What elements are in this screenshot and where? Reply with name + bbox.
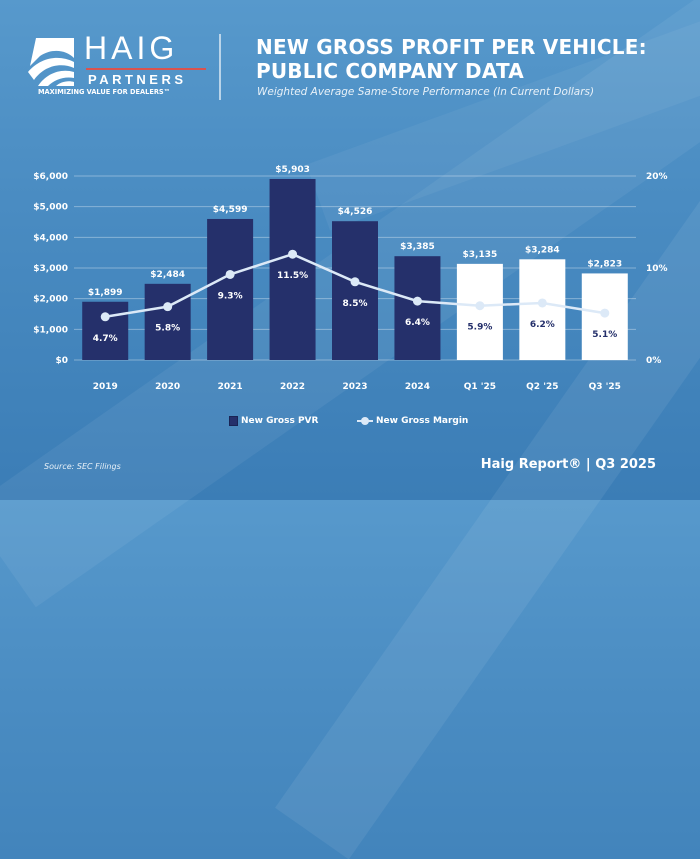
logo-name: HAIG: [84, 30, 179, 66]
left-tick-label: $1,000: [33, 325, 68, 335]
bar-value-label: $4,599: [213, 205, 248, 215]
left-tick-label: $5,000: [33, 203, 68, 213]
x-tick-label: 2021: [218, 382, 243, 392]
bar-value-label: $2,823: [587, 259, 622, 269]
margin-point: [163, 302, 173, 312]
header-divider: [219, 34, 221, 100]
bar-2022: [269, 178, 316, 360]
margin-value-label: 4.7%: [93, 334, 118, 344]
logo-sub: PARTNERS: [88, 72, 187, 87]
x-tick-label: Q3 '25: [589, 382, 621, 392]
logo-road-icon: [28, 38, 74, 86]
haig-partners-logo: HAIG PARTNERS MAXIMIZING VALUE FOR DEALE…: [22, 30, 206, 100]
x-axis: 2019 2020 2021 2022 2023 2024 Q1 '25 Q2 '25 Q3 '…: [93, 382, 621, 392]
page-subtitle: Weighted Average Same-Store Performance …: [257, 86, 595, 98]
x-tick-label: 2019: [93, 382, 118, 392]
left-tick-label: $6,000: [33, 172, 68, 182]
margin-point: [600, 308, 610, 318]
left-tick-label: $4,000: [33, 233, 68, 243]
bar-2023: [332, 221, 378, 360]
left-tick-label: $2,000: [33, 295, 68, 305]
margin-line: [100, 249, 610, 322]
bar-2020: [144, 283, 191, 360]
bar-value-label: $1,899: [88, 288, 123, 298]
legend-bar-swatch: [229, 416, 238, 426]
margin-labels: 4.7% 5.8% 9.3% 11.5% 8.5% 6.4% 5.9% 6.2% 5.1%: [93, 271, 618, 344]
margin-point: [288, 249, 298, 259]
left-axis: $0 $1,000 $2,000 $3,000 $4,000 $5,000 $6,000: [33, 172, 68, 366]
margin-value-label: 11.5%: [277, 271, 308, 281]
combo-chart: $0 $1,000 $2,000 $3,000 $4,000 $5,000 $6,000 0…: [33, 165, 668, 392]
bar-value-labels: $1,899 $2,484 $4,599 $5,903 $4,526 $3,385 $3,1…: [88, 165, 622, 298]
bar-2024: [394, 256, 441, 360]
margin-point: [475, 301, 485, 311]
x-tick-label: 2024: [405, 382, 430, 392]
legend-item-margin: New Gross Margin: [357, 416, 468, 426]
title-line-1: NEW GROSS PROFIT PER VEHICLE:: [256, 35, 647, 59]
legend-bar-label: New Gross PVR: [241, 416, 319, 426]
left-tick-label: $3,000: [33, 264, 68, 274]
x-tick-label: Q1 '25: [464, 382, 496, 392]
margin-point: [412, 296, 422, 306]
margin-value-label: 5.9%: [467, 323, 492, 333]
x-tick-label: 2020: [155, 382, 180, 392]
margin-value-label: 6.4%: [405, 318, 430, 328]
margin-point: [225, 269, 235, 279]
bar-2019: [82, 301, 129, 360]
margin-point: [100, 312, 110, 322]
logo-underline: [86, 68, 206, 70]
left-tick-label: $0: [55, 356, 68, 366]
logo-tagline: MAXIMIZING VALUE FOR DEALERS™: [38, 88, 171, 96]
x-tick-label: 2023: [342, 382, 367, 392]
legend-item-pvr: New Gross PVR: [229, 416, 318, 426]
bar-q225: [519, 259, 566, 360]
bars: [82, 178, 628, 360]
source-note: Source: SEC Filings: [44, 462, 121, 471]
bar-value-label: $3,284: [525, 245, 560, 255]
x-tick-label: Q2 '25: [526, 382, 558, 392]
margin-value-label: 6.2%: [530, 320, 555, 330]
right-axis: 0% 10% 20%: [646, 172, 668, 366]
bar-value-label: $3,135: [463, 250, 498, 260]
legend-line-swatch: [357, 417, 373, 425]
bar-value-label: $2,484: [150, 270, 185, 280]
margin-value-label: 5.8%: [155, 324, 180, 334]
margin-value-label: 5.1%: [592, 330, 617, 340]
margin-value-label: 9.3%: [218, 291, 243, 301]
right-tick-label: 20%: [646, 172, 668, 182]
legend-line-label: New Gross Margin: [376, 416, 469, 426]
report-label: Haig Report® | Q3 2025: [480, 457, 656, 472]
right-tick-label: 10%: [646, 264, 668, 274]
bar-2021: [207, 218, 254, 360]
page-title: NEW GROSS PROFIT PER VEHICLE: PUBLIC COM…: [256, 35, 647, 83]
x-tick-label: 2022: [280, 382, 305, 392]
margin-value-label: 8.5%: [343, 299, 368, 309]
bar-value-label: $5,903: [275, 165, 310, 175]
right-tick-label: 0%: [646, 356, 661, 366]
bar-value-label: $4,526: [338, 207, 373, 217]
bar-value-label: $3,385: [400, 242, 435, 252]
margin-point: [537, 298, 547, 308]
title-line-2: PUBLIC COMPANY DATA: [256, 59, 524, 83]
bar-q125: [456, 263, 503, 360]
margin-point: [350, 277, 360, 287]
